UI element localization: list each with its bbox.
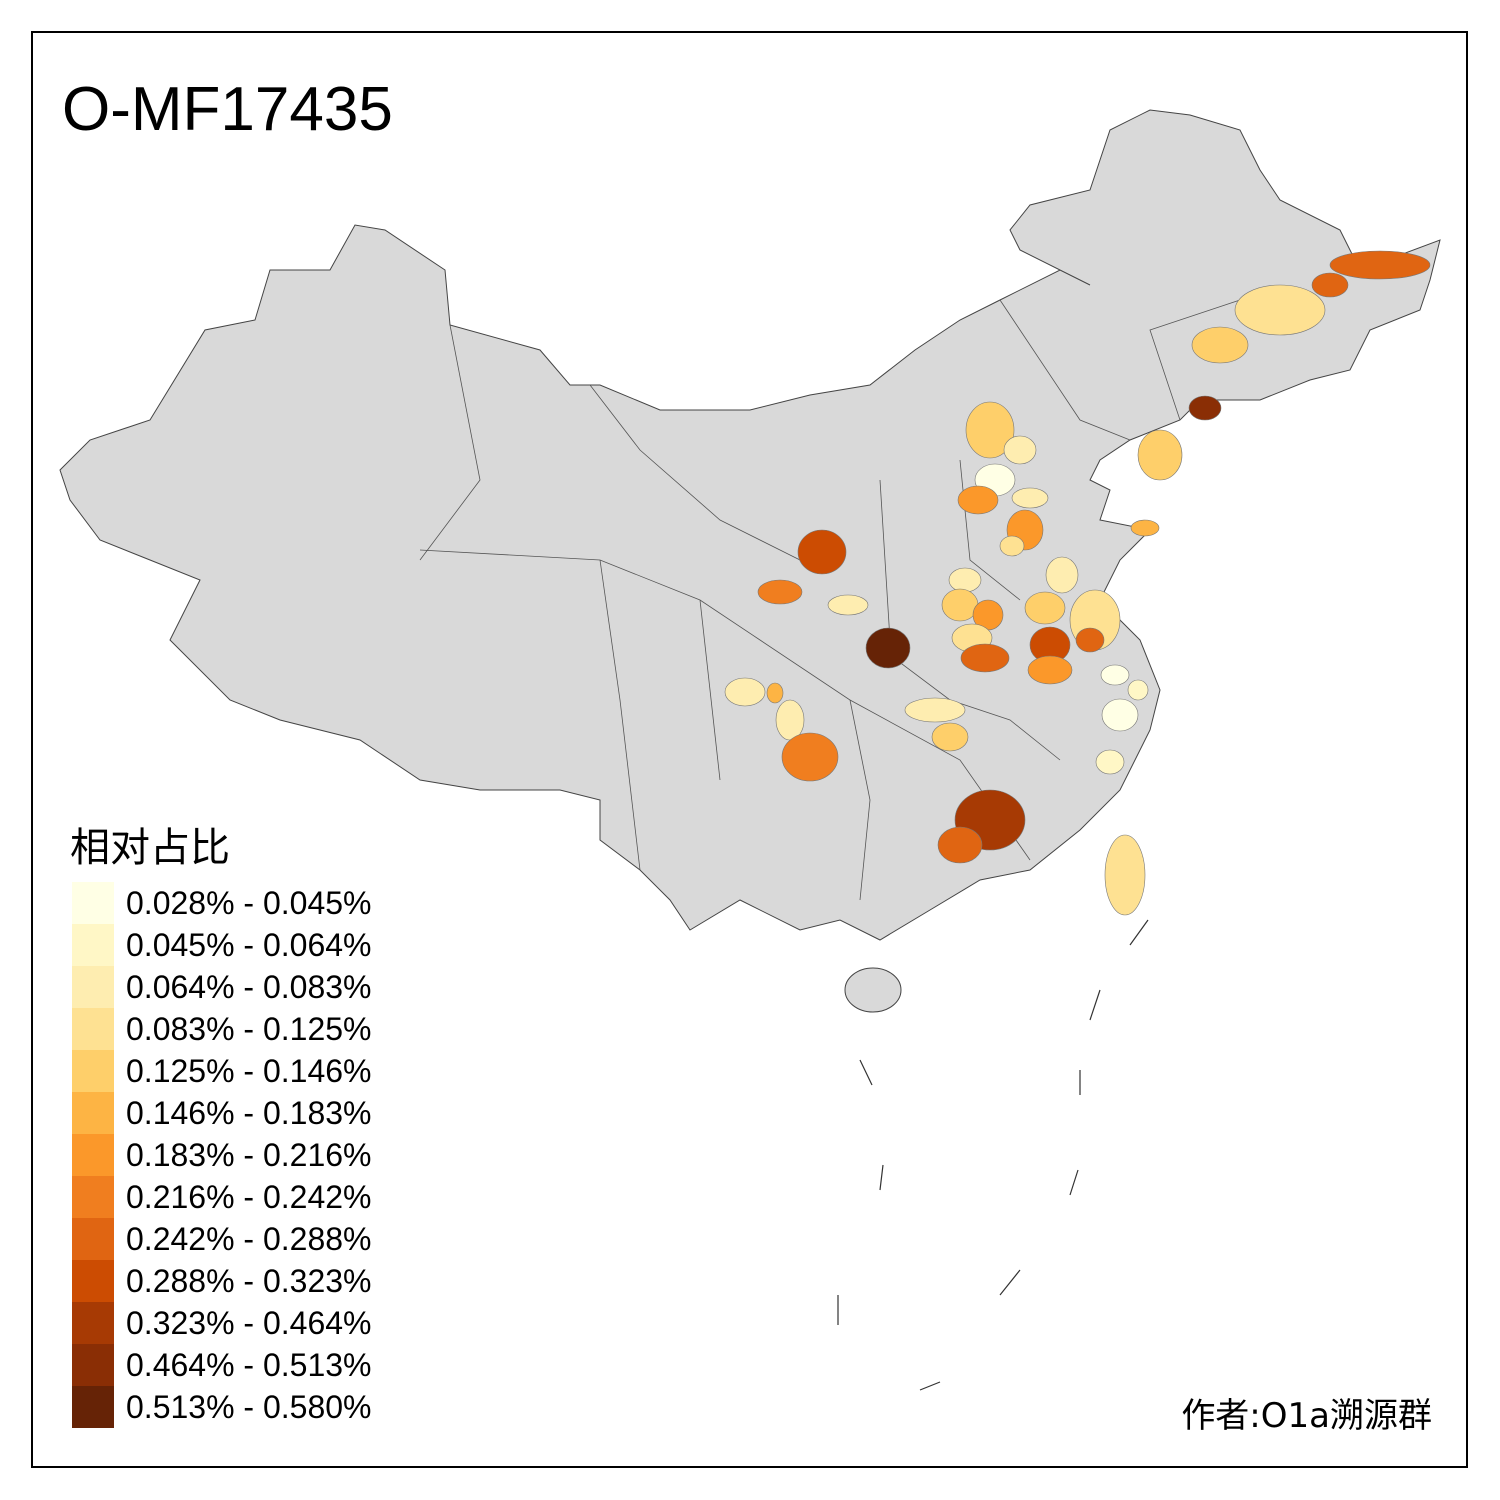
shaded-region: [775, 699, 805, 741]
legend-label: 0.028% - 0.045%: [126, 884, 372, 921]
hainan-island: [844, 967, 902, 1013]
legend-item: 0.464% - 0.513%: [72, 1344, 372, 1386]
shaded-region: [1101, 698, 1139, 732]
shaded-region: [1027, 655, 1073, 685]
shaded-region: [1003, 435, 1037, 465]
shaded-region: [766, 682, 784, 704]
legend-item: 0.125% - 0.146%: [72, 1050, 372, 1092]
shaded-region: [941, 588, 979, 622]
shaded-region: [1137, 429, 1183, 481]
shaded-region: [999, 535, 1025, 557]
shaded-region: [1045, 556, 1079, 594]
map-title: O-MF17435: [62, 75, 393, 144]
shaded-region: [724, 677, 766, 707]
legend-swatch: [72, 1386, 114, 1428]
shaded-region: [1127, 679, 1149, 701]
shaded-region: [965, 401, 1015, 459]
shaded-region: [1329, 250, 1431, 280]
legend-swatch: [72, 1092, 114, 1134]
author-credit: 作者:O1a溯源群: [1181, 1396, 1432, 1436]
shaded-region: [948, 567, 982, 593]
legend-label: 0.242% - 0.288%: [126, 1220, 372, 1257]
legend-swatch: [72, 1260, 114, 1302]
legend-swatch: [72, 966, 114, 1008]
legend-item: 0.288% - 0.323%: [72, 1260, 372, 1302]
legend: 0.028% - 0.045% 0.045% - 0.064% 0.064% - 0…: [72, 882, 372, 1428]
legend-label: 0.216% - 0.242%: [126, 1178, 372, 1215]
shaded-region: [1130, 519, 1160, 537]
shaded-region: [1100, 664, 1130, 686]
shaded-region: [781, 732, 839, 782]
shaded-region: [1024, 591, 1066, 625]
south-china-sea-islands: [837, 919, 1149, 1391]
shaded-region: [1234, 284, 1326, 336]
figure-border: [31, 31, 1468, 1468]
shaded-region: [827, 594, 869, 616]
legend-swatch: [72, 1302, 114, 1344]
legend-label: 0.288% - 0.323%: [126, 1262, 372, 1299]
shaded-region: [960, 643, 1010, 673]
legend-item: 0.183% - 0.216%: [72, 1134, 372, 1176]
legend-item: 0.045% - 0.064%: [72, 924, 372, 966]
shaded-region: [1095, 749, 1125, 775]
legend-label: 0.183% - 0.216%: [126, 1136, 372, 1173]
legend-item: 0.146% - 0.183%: [72, 1092, 372, 1134]
legend-swatch: [72, 1050, 114, 1092]
legend-item: 0.323% - 0.464%: [72, 1302, 372, 1344]
shaded-region: [1104, 834, 1146, 916]
legend-label: 0.513% - 0.580%: [126, 1388, 372, 1425]
legend-item: 0.064% - 0.083%: [72, 966, 372, 1008]
legend-item: 0.028% - 0.045%: [72, 882, 372, 924]
legend-swatch: [72, 924, 114, 966]
shaded-regions: [724, 250, 1431, 916]
legend-label: 0.083% - 0.125%: [126, 1010, 372, 1047]
china-outline: [59, 109, 1441, 941]
legend-item: 0.083% - 0.125%: [72, 1008, 372, 1050]
legend-swatch: [72, 1344, 114, 1386]
legend-swatch: [72, 1218, 114, 1260]
shaded-region: [957, 485, 999, 515]
shaded-region: [1075, 627, 1105, 653]
legend-label: 0.464% - 0.513%: [126, 1346, 372, 1383]
legend-title: 相对占比: [70, 825, 230, 871]
legend-item: 0.216% - 0.242%: [72, 1176, 372, 1218]
shaded-region: [904, 697, 966, 723]
shaded-region: [1311, 272, 1349, 298]
legend-label: 0.064% - 0.083%: [126, 968, 372, 1005]
legend-label: 0.125% - 0.146%: [126, 1052, 372, 1089]
shaded-region: [1191, 326, 1249, 364]
province-borders: [419, 299, 1241, 901]
shaded-region: [865, 627, 911, 669]
legend-item: 0.513% - 0.580%: [72, 1386, 372, 1428]
legend-label: 0.146% - 0.183%: [126, 1094, 372, 1131]
shaded-region: [1011, 487, 1049, 509]
shaded-region: [1188, 395, 1222, 421]
shaded-region: [937, 826, 983, 864]
legend-swatch: [72, 1134, 114, 1176]
legend-swatch: [72, 1008, 114, 1050]
legend-swatch: [72, 882, 114, 924]
shaded-region: [931, 722, 969, 752]
legend-swatch: [72, 1176, 114, 1218]
legend-item: 0.242% - 0.288%: [72, 1218, 372, 1260]
shaded-region: [757, 579, 803, 605]
legend-label: 0.323% - 0.464%: [126, 1304, 372, 1341]
shaded-region: [797, 529, 847, 575]
legend-label: 0.045% - 0.064%: [126, 926, 372, 963]
